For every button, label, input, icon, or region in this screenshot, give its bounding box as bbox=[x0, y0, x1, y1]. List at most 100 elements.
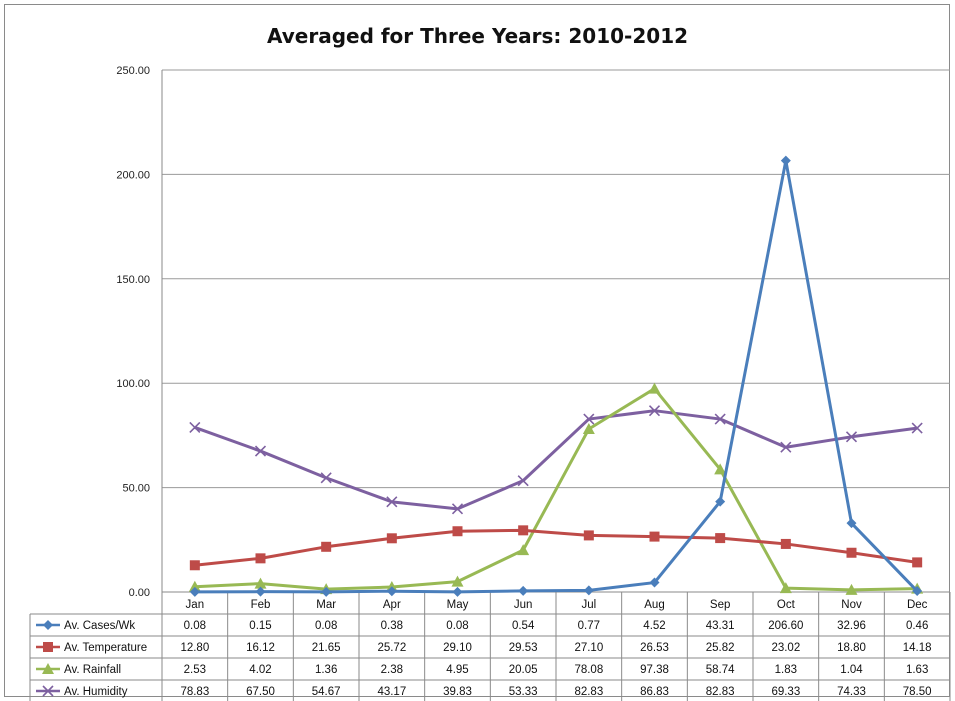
data-point bbox=[254, 445, 267, 457]
series-line bbox=[194, 409, 918, 511]
legend-entry: Av. Cases/Wk bbox=[64, 620, 135, 632]
data-label: 21.65 bbox=[312, 642, 341, 654]
data-label: 0.46 bbox=[906, 620, 928, 632]
data-label: 2.38 bbox=[381, 664, 403, 676]
data-label: 0.08 bbox=[184, 620, 206, 632]
data-point bbox=[845, 583, 858, 595]
data-label: 27.10 bbox=[574, 642, 603, 654]
legend-entry: Av. Humidity bbox=[64, 686, 128, 698]
data-point bbox=[649, 531, 660, 542]
x-tick-label: Nov bbox=[841, 599, 862, 611]
data-label: 0.08 bbox=[446, 620, 468, 632]
data-point bbox=[846, 518, 857, 529]
y-tick-label: 200.00 bbox=[116, 169, 150, 181]
data-label: 78.50 bbox=[903, 686, 932, 698]
data-point bbox=[714, 413, 726, 425]
data-point bbox=[189, 560, 200, 571]
data-label: 53.33 bbox=[509, 686, 538, 698]
data-label: 206.60 bbox=[768, 620, 803, 632]
data-point bbox=[780, 538, 791, 549]
data-point bbox=[517, 544, 530, 556]
data-point bbox=[254, 577, 267, 589]
y-tick-label: 100.00 bbox=[116, 378, 150, 390]
data-label: 78.08 bbox=[574, 664, 603, 676]
legend-entry: Av. Rainfall bbox=[64, 664, 121, 676]
data-label: 86.83 bbox=[640, 686, 669, 698]
data-point bbox=[43, 642, 53, 652]
data-point bbox=[321, 586, 332, 597]
series-line bbox=[194, 159, 919, 594]
data-label: 32.96 bbox=[837, 620, 866, 632]
data-point bbox=[715, 496, 726, 507]
data-point bbox=[452, 586, 463, 597]
x-tick-label: Apr bbox=[383, 599, 401, 611]
x-tick-label: Mar bbox=[316, 599, 336, 611]
data-point bbox=[912, 586, 923, 597]
data-point bbox=[451, 503, 464, 515]
data-point bbox=[583, 413, 595, 425]
series-line bbox=[194, 528, 918, 567]
data-point bbox=[386, 496, 398, 508]
data-label: 58.74 bbox=[706, 664, 735, 676]
data-label: 1.63 bbox=[906, 664, 928, 676]
data-label: 16.12 bbox=[246, 642, 275, 654]
data-point bbox=[779, 582, 792, 594]
x-tick-label: Sep bbox=[710, 599, 730, 611]
data-point bbox=[518, 585, 529, 596]
data-label: 82.83 bbox=[574, 686, 603, 698]
data-label: 78.83 bbox=[180, 686, 209, 698]
data-label: 18.80 bbox=[837, 642, 866, 654]
y-tick-label: 50.00 bbox=[122, 483, 150, 495]
data-label: 14.18 bbox=[903, 642, 932, 654]
data-point bbox=[386, 533, 397, 544]
data-point bbox=[583, 585, 594, 596]
data-point bbox=[582, 422, 595, 434]
data-point bbox=[583, 530, 594, 541]
data-label: 1.04 bbox=[840, 664, 863, 676]
data-label: 26.53 bbox=[640, 642, 669, 654]
data-label: 29.53 bbox=[509, 642, 538, 654]
data-label: 25.72 bbox=[377, 642, 406, 654]
data-point bbox=[648, 405, 661, 417]
data-point bbox=[43, 620, 53, 630]
x-tick-label: May bbox=[447, 599, 469, 611]
data-point bbox=[518, 525, 529, 536]
data-point bbox=[321, 541, 332, 552]
data-label: 82.83 bbox=[706, 686, 735, 698]
data-point bbox=[189, 421, 201, 433]
x-tick-label: Jun bbox=[514, 599, 533, 611]
data-point bbox=[255, 553, 266, 564]
data-point bbox=[715, 533, 726, 544]
data-label: 74.33 bbox=[837, 686, 866, 698]
y-tick-label: 150.00 bbox=[116, 274, 150, 286]
data-point bbox=[911, 422, 923, 434]
chart-title: Averaged for Three Years: 2010-2012 bbox=[266, 24, 689, 48]
x-tick-label: Feb bbox=[251, 599, 271, 611]
legend-entry: Av. Temperature bbox=[64, 642, 147, 654]
data-label: 0.54 bbox=[512, 620, 535, 632]
data-label: 43.17 bbox=[377, 686, 406, 698]
data-label: 69.33 bbox=[771, 686, 800, 698]
data-point bbox=[648, 382, 661, 394]
x-tick-label: Dec bbox=[907, 599, 928, 611]
data-label: 97.38 bbox=[640, 664, 669, 676]
x-tick-label: Jul bbox=[581, 599, 596, 611]
data-label: 39.83 bbox=[443, 686, 472, 698]
data-label: 20.05 bbox=[509, 664, 538, 676]
data-point bbox=[188, 580, 201, 592]
series-line bbox=[194, 387, 918, 592]
data-point bbox=[386, 586, 397, 597]
data-label: 0.77 bbox=[578, 620, 600, 632]
y-tick-label: 0.00 bbox=[129, 587, 150, 599]
data-label: 1.36 bbox=[315, 664, 337, 676]
x-tick-label: Jan bbox=[186, 599, 205, 611]
data-point bbox=[42, 685, 54, 697]
data-point bbox=[714, 463, 727, 475]
data-label: 4.95 bbox=[446, 664, 468, 676]
data-point bbox=[42, 663, 54, 674]
y-tick-label: 250.00 bbox=[116, 65, 150, 77]
data-label: 25.82 bbox=[706, 642, 735, 654]
data-point bbox=[912, 557, 923, 568]
data-point bbox=[845, 431, 858, 443]
